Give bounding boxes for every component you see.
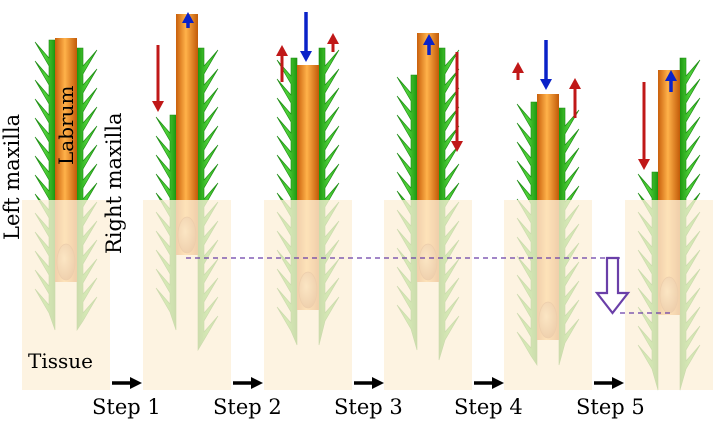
right-maxilla-up-arrow [569, 78, 581, 89]
step-2-arrow [251, 377, 263, 389]
right-maxilla-label: Right maxilla [102, 112, 126, 254]
labrum-up-arrow [665, 70, 677, 81]
labrum-down-arrow [300, 51, 312, 62]
probing-stage-0 [22, 38, 110, 390]
step-4-label: Step 4 [454, 395, 523, 419]
probing-stage-4 [504, 94, 592, 390]
step-4-arrow [492, 377, 504, 389]
step-3-label: Step 3 [334, 395, 403, 419]
tissue-block [264, 200, 352, 390]
depth-advance-arrow [594, 256, 631, 315]
labrum-up-arrow [423, 34, 435, 45]
left-maxilla-label: Left maxilla [0, 114, 24, 240]
tissue-block [384, 200, 472, 390]
right-maxilla-down-arrow [451, 141, 463, 152]
labrum [176, 14, 198, 255]
labrum-down-arrow [540, 79, 552, 90]
probing-stage-5 [625, 57, 713, 391]
step-5-label: Step 5 [576, 395, 645, 419]
left-maxilla-up-arrow [512, 62, 524, 73]
left-maxilla-up-arrow [276, 45, 288, 56]
probing-stage-2 [264, 47, 352, 390]
probing-stage-1 [143, 14, 231, 390]
left-maxilla-down-arrow [152, 101, 164, 112]
labrum-label: Labrum [54, 86, 78, 165]
probing-stage-3 [384, 33, 472, 390]
tissue-block [143, 200, 231, 390]
step-5-arrow [612, 377, 624, 389]
tissue-block [504, 200, 592, 390]
step-2-label: Step 2 [213, 395, 282, 419]
tissue-label: Tissue [28, 349, 93, 373]
right-maxilla-up-arrow [327, 33, 339, 44]
left-maxilla-down-arrow [638, 159, 650, 170]
step-1-label: Step 1 [92, 395, 161, 419]
tissue-block [22, 200, 110, 390]
tissue-block [625, 200, 713, 390]
step-3-arrow [372, 377, 384, 389]
labrum-up-arrow [182, 12, 194, 23]
step-1-arrow [130, 377, 142, 389]
